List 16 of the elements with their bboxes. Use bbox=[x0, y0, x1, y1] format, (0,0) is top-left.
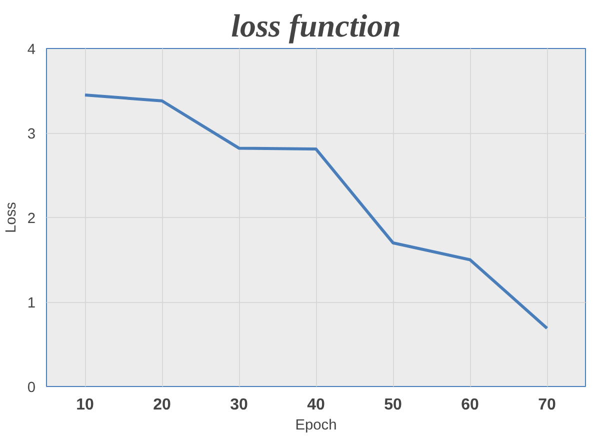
x-tick-label: 20 bbox=[153, 396, 171, 414]
x-tick-label: 70 bbox=[538, 396, 556, 414]
y-tick-label: 0 bbox=[27, 380, 36, 396]
x-axis-title: Epoch bbox=[295, 418, 337, 434]
y-tick-label: 2 bbox=[27, 211, 36, 227]
chart-title: loss function bbox=[231, 8, 401, 44]
y-tick-label: 1 bbox=[27, 296, 36, 312]
x-tick-label: 10 bbox=[76, 396, 94, 414]
x-tick-label: 50 bbox=[384, 396, 402, 414]
y-tick-label: 3 bbox=[27, 126, 36, 142]
x-tick-label: 30 bbox=[230, 396, 248, 414]
y-tick-label: 4 bbox=[27, 42, 36, 58]
x-tick-label: 60 bbox=[461, 396, 479, 414]
line-series bbox=[84, 93, 548, 330]
x-tick-label: 40 bbox=[307, 396, 325, 414]
y-axis-title: Loss bbox=[3, 202, 20, 233]
